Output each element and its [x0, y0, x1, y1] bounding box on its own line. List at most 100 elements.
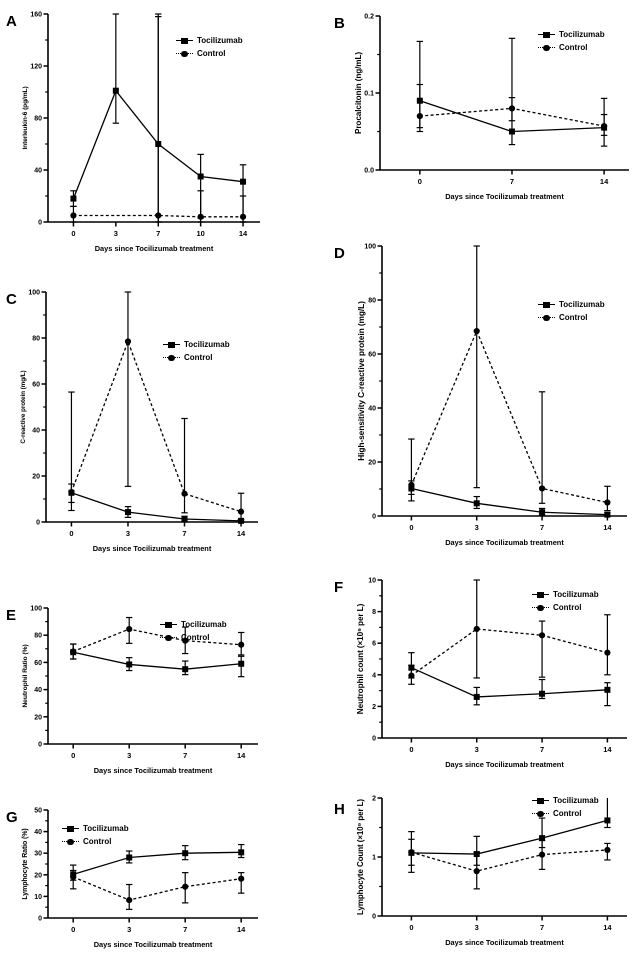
series-control-d: [408, 245, 611, 512]
legend-item-control: Control: [538, 41, 605, 54]
svg-text:40: 40: [368, 406, 376, 413]
panel-letter-d: D: [334, 245, 345, 262]
y-axis-title-f: Neutrophil count (×10⁹ per L): [356, 603, 365, 715]
y-axis-title-b: Procalcitonin (ng/mL): [354, 51, 363, 135]
svg-text:14: 14: [603, 523, 612, 532]
svg-text:0: 0: [409, 523, 413, 532]
svg-text:80: 80: [32, 336, 40, 343]
svg-text:0: 0: [372, 736, 376, 743]
svg-text:7: 7: [510, 177, 514, 186]
chart-panel-a: A 0 40 80 120 160 0 3 7 10 14 Interleukin-6 (pg/mL)…: [0, 2, 320, 270]
svg-text:0: 0: [372, 514, 376, 521]
svg-text:20: 20: [34, 714, 42, 721]
circle-marker-icon: [62, 837, 79, 846]
square-marker-icon: [160, 620, 177, 629]
legend-label-tocilizumab: Tocilizumab: [559, 29, 605, 39]
svg-text:80: 80: [34, 633, 42, 640]
svg-text:120: 120: [30, 64, 42, 71]
chart-panel-h: H 0 1 2 0 3 7 14 Lymphocyte Count (×10⁹ per L) Da…: [320, 788, 641, 960]
svg-text:10: 10: [34, 894, 42, 901]
square-marker-icon: [538, 30, 555, 39]
series-control-g: [70, 869, 245, 910]
svg-text:0: 0: [36, 520, 40, 527]
legend-label-tocilizumab: Tocilizumab: [559, 299, 605, 309]
x-axis-title-e: Days since Tocilizumab treatment: [93, 766, 213, 775]
svg-text:14: 14: [237, 529, 246, 538]
legend-f: Tocilizumab Control: [532, 588, 599, 614]
svg-text:7: 7: [182, 529, 186, 538]
svg-text:3: 3: [475, 923, 479, 932]
y-axis-title-d: High-sensitivity C-reactive protein (mg/…: [356, 301, 366, 461]
svg-text:7: 7: [183, 751, 187, 760]
x-axis-title-b: Days since Tocilizumab treatment: [445, 192, 564, 201]
legend-item-control: Control: [538, 311, 605, 324]
plot-area-g: 0 10 20 30 40 50 0 3 7 14: [34, 808, 258, 934]
square-marker-icon: [62, 824, 79, 833]
legend-label-tocilizumab: Tocilizumab: [181, 619, 227, 629]
svg-text:0: 0: [38, 742, 42, 749]
x-axis-title-c: Days since Tocilizumab treatment: [92, 544, 212, 553]
series-control-a: [70, 15, 247, 223]
panel-letter-g: G: [6, 809, 18, 826]
svg-text:60: 60: [368, 352, 376, 359]
svg-text:14: 14: [237, 751, 246, 760]
legend-item-tocilizumab: Tocilizumab: [62, 822, 129, 835]
svg-text:0: 0: [38, 220, 42, 227]
plot-area-b: 0.0 0.1 0.2 0 7 14: [364, 14, 629, 186]
series-tocilizumab-b: [416, 37, 608, 147]
legend-label-control: Control: [197, 48, 226, 58]
legend-label-control: Control: [181, 632, 210, 642]
circle-marker-icon: [538, 43, 555, 52]
svg-text:6: 6: [372, 641, 376, 648]
svg-text:0: 0: [71, 751, 75, 760]
svg-text:0: 0: [69, 529, 73, 538]
plot-area-h: 0 1 2 0 3 7 14: [372, 796, 627, 932]
legend-item-tocilizumab: Tocilizumab: [532, 588, 599, 601]
legend-item-tocilizumab: Tocilizumab: [163, 338, 230, 351]
legend-label-control: Control: [553, 602, 582, 612]
legend-item-tocilizumab: Tocilizumab: [538, 28, 605, 41]
legend-b: Tocilizumab Control: [538, 28, 605, 54]
svg-text:8: 8: [372, 609, 376, 616]
svg-text:20: 20: [368, 460, 376, 467]
svg-text:100: 100: [30, 606, 42, 613]
plot-area-c: 0 20 40 60 80 100 0 3 7 14: [28, 290, 258, 538]
legend-item-control: Control: [532, 601, 599, 614]
legend-c: Tocilizumab Control: [163, 338, 230, 364]
circle-marker-icon: [532, 809, 549, 818]
svg-text:7: 7: [540, 745, 544, 754]
svg-text:10: 10: [368, 578, 376, 585]
panel-letter-e: E: [6, 607, 17, 624]
chart-panel-f: F 0 2 4 6 8 10 0 3 7 14 Neutrophil count (×10⁹ per …: [320, 566, 641, 786]
panel-letter-a: A: [6, 13, 17, 30]
legend-label-tocilizumab: Tocilizumab: [184, 339, 230, 349]
x-axis-title-f: Days since Tocilizumab treatment: [445, 760, 564, 769]
svg-text:40: 40: [34, 687, 42, 694]
y-axis-title-a: Interleukin-6 (pg/mL): [22, 86, 29, 150]
legend-item-tocilizumab: Tocilizumab: [160, 618, 227, 631]
svg-text:4: 4: [372, 672, 376, 679]
square-marker-icon: [538, 300, 555, 309]
series-tocilizumab-d: [408, 438, 611, 518]
svg-text:3: 3: [127, 751, 131, 760]
circle-marker-icon: [538, 313, 555, 322]
series-tocilizumab-e: [70, 643, 245, 678]
series-tocilizumab-f: [408, 652, 611, 707]
series-control-b: [416, 83, 608, 136]
legend-a: Tocilizumab Control: [176, 34, 243, 60]
svg-text:60: 60: [32, 382, 40, 389]
svg-text:20: 20: [34, 872, 42, 879]
svg-text:1: 1: [372, 855, 376, 862]
svg-text:0: 0: [71, 925, 75, 934]
svg-text:0: 0: [409, 923, 413, 932]
series-control-c: [68, 291, 245, 521]
svg-text:7: 7: [540, 923, 544, 932]
x-axis-title-a: Days since Tocilizumab treatment: [94, 244, 214, 253]
svg-text:14: 14: [237, 925, 246, 934]
svg-text:3: 3: [475, 523, 479, 532]
svg-text:40: 40: [34, 829, 42, 836]
legend-item-tocilizumab: Tocilizumab: [532, 794, 599, 807]
legend-d: Tocilizumab Control: [538, 298, 605, 324]
svg-text:60: 60: [34, 660, 42, 667]
svg-text:3: 3: [114, 229, 118, 238]
